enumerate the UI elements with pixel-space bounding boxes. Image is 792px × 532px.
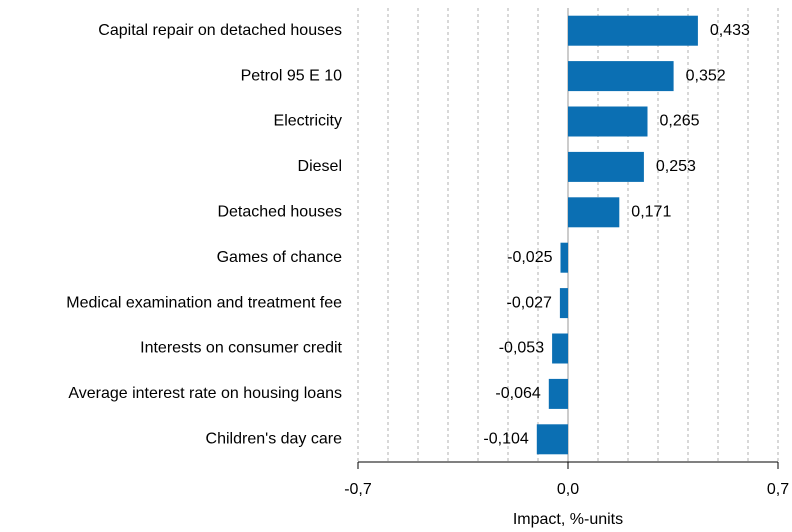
bar <box>552 333 568 364</box>
y-tick-label: Capital repair on detached houses <box>98 22 342 39</box>
bar <box>560 242 568 273</box>
value-label: 0,433 <box>710 22 750 39</box>
y-tick-label: Average interest rate on housing loans <box>68 385 342 402</box>
bar <box>568 197 620 228</box>
value-label: 0,352 <box>686 67 726 84</box>
value-label: -0,025 <box>507 249 552 266</box>
x-axis-label: Impact, %-units <box>513 511 623 528</box>
bar <box>559 288 568 319</box>
value-label: -0,053 <box>499 340 544 357</box>
x-tick-label: 0,7 <box>767 481 789 498</box>
bar <box>536 424 568 455</box>
value-label: 0,253 <box>656 158 696 175</box>
value-label: 0,171 <box>631 204 671 221</box>
y-tick-label: Interests on consumer credit <box>140 340 342 357</box>
y-tick-label: Children's day care <box>206 431 343 448</box>
bar <box>568 106 648 137</box>
y-tick-label: Petrol 95 E 10 <box>241 67 343 84</box>
bar <box>568 61 674 92</box>
bar <box>568 151 644 182</box>
value-label: -0,104 <box>483 431 528 448</box>
y-tick-label: Medical examination and treatment fee <box>66 294 342 311</box>
y-tick-label: Detached houses <box>217 204 342 221</box>
y-tick-label: Electricity <box>274 113 342 130</box>
bar <box>568 15 698 46</box>
value-label: 0,265 <box>660 113 700 130</box>
value-label: -0,064 <box>495 385 540 402</box>
y-tick-label: Diesel <box>298 158 342 175</box>
value-label: -0,027 <box>507 294 552 311</box>
x-tick-label: 0,0 <box>557 481 579 498</box>
x-tick-label: -0,7 <box>344 481 372 498</box>
bar <box>548 378 568 409</box>
y-tick-label: Games of chance <box>217 249 343 266</box>
